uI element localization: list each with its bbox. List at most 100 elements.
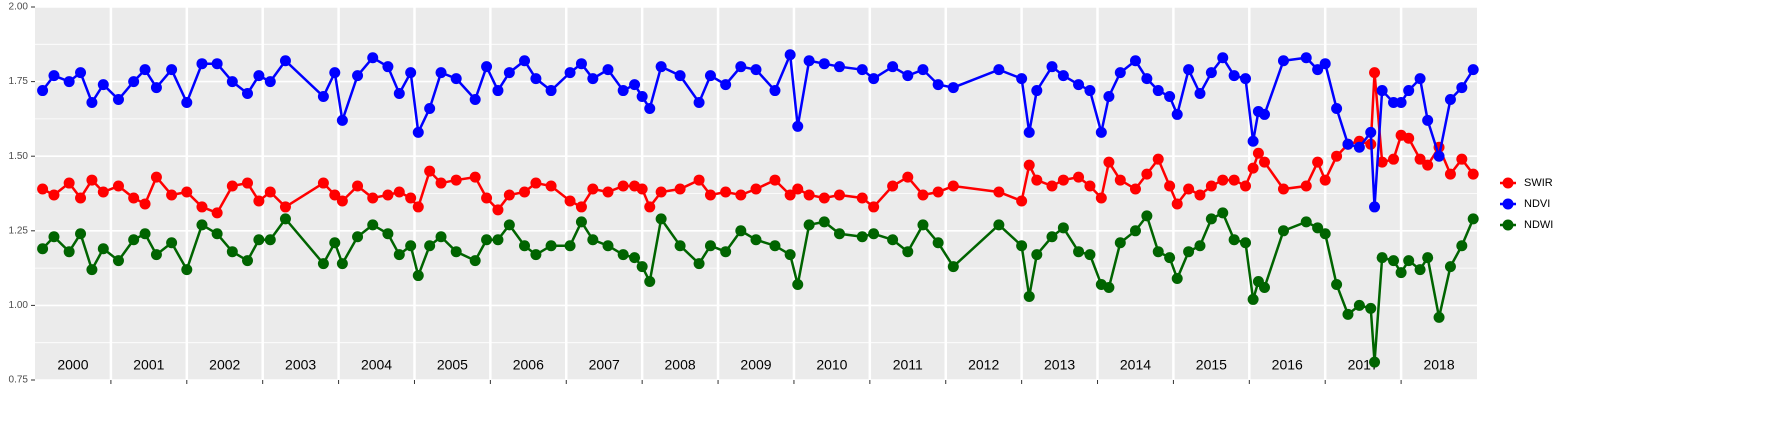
point <box>1217 174 1229 186</box>
point <box>704 189 716 201</box>
point <box>450 73 462 85</box>
point <box>602 240 614 252</box>
point <box>63 76 75 88</box>
point <box>655 61 667 73</box>
point <box>503 67 515 79</box>
point <box>1422 114 1434 126</box>
point <box>86 96 98 108</box>
year-label: 2013 <box>1044 357 1075 373</box>
point <box>1129 55 1141 67</box>
point <box>1205 213 1217 225</box>
point <box>1395 96 1407 108</box>
point <box>917 64 929 76</box>
point <box>75 192 87 204</box>
point <box>481 61 493 73</box>
y-tick-label: 1.50 <box>9 151 29 162</box>
point <box>887 61 899 73</box>
point <box>1376 252 1388 264</box>
point <box>264 76 276 88</box>
point <box>564 195 576 207</box>
point <box>519 186 531 198</box>
point <box>1312 222 1324 234</box>
point <box>655 186 667 198</box>
point <box>1353 141 1365 153</box>
point <box>636 183 648 195</box>
point <box>769 174 781 186</box>
point <box>1023 126 1035 138</box>
point <box>450 174 462 186</box>
point <box>1129 225 1141 237</box>
point <box>329 67 341 79</box>
point <box>617 85 629 97</box>
series-line <box>41 211 1475 363</box>
point <box>367 52 379 64</box>
point <box>1057 174 1069 186</box>
point <box>1103 156 1115 168</box>
point <box>629 79 641 91</box>
point <box>1403 132 1415 144</box>
point <box>1171 108 1183 120</box>
point <box>735 61 747 73</box>
point <box>784 249 796 261</box>
point <box>317 177 329 189</box>
point <box>1171 273 1183 285</box>
point <box>856 231 868 243</box>
point <box>993 186 1005 198</box>
point <box>424 165 436 177</box>
point <box>1031 85 1043 97</box>
point <box>818 216 830 228</box>
point <box>1277 55 1289 67</box>
point <box>1258 156 1270 168</box>
point <box>856 64 868 76</box>
point <box>181 96 193 108</box>
point <box>329 189 341 201</box>
point <box>655 213 667 225</box>
point <box>674 70 686 82</box>
point <box>636 91 648 103</box>
point <box>1247 293 1259 305</box>
point <box>1114 237 1126 249</box>
point <box>902 246 914 258</box>
point <box>720 246 732 258</box>
point <box>932 237 944 249</box>
point <box>1414 264 1426 276</box>
point <box>932 186 944 198</box>
point <box>75 228 87 240</box>
point <box>1016 73 1028 85</box>
point <box>1095 126 1107 138</box>
point <box>435 177 447 189</box>
point <box>492 234 504 246</box>
point <box>1023 159 1035 171</box>
point <box>1456 82 1468 94</box>
point <box>750 64 762 76</box>
point <box>674 240 686 252</box>
point <box>1057 70 1069 82</box>
year-label: 2000 <box>57 357 88 373</box>
point <box>412 270 424 282</box>
point <box>1312 64 1324 76</box>
point <box>575 58 587 70</box>
point <box>1152 153 1164 165</box>
point <box>887 180 899 192</box>
point <box>1164 252 1176 264</box>
point <box>1141 168 1153 180</box>
point <box>704 240 716 252</box>
point <box>868 228 880 240</box>
point <box>1414 153 1426 165</box>
point <box>1258 108 1270 120</box>
point <box>181 264 193 276</box>
point <box>564 240 576 252</box>
point <box>336 258 348 270</box>
point <box>993 64 1005 76</box>
point <box>128 234 140 246</box>
point <box>48 70 60 82</box>
point <box>450 246 462 258</box>
point <box>629 252 641 264</box>
point <box>412 126 424 138</box>
point <box>1114 174 1126 186</box>
point <box>139 198 151 210</box>
point <box>264 234 276 246</box>
point <box>1369 356 1381 368</box>
year-label: 2004 <box>361 357 392 373</box>
point <box>1277 183 1289 195</box>
